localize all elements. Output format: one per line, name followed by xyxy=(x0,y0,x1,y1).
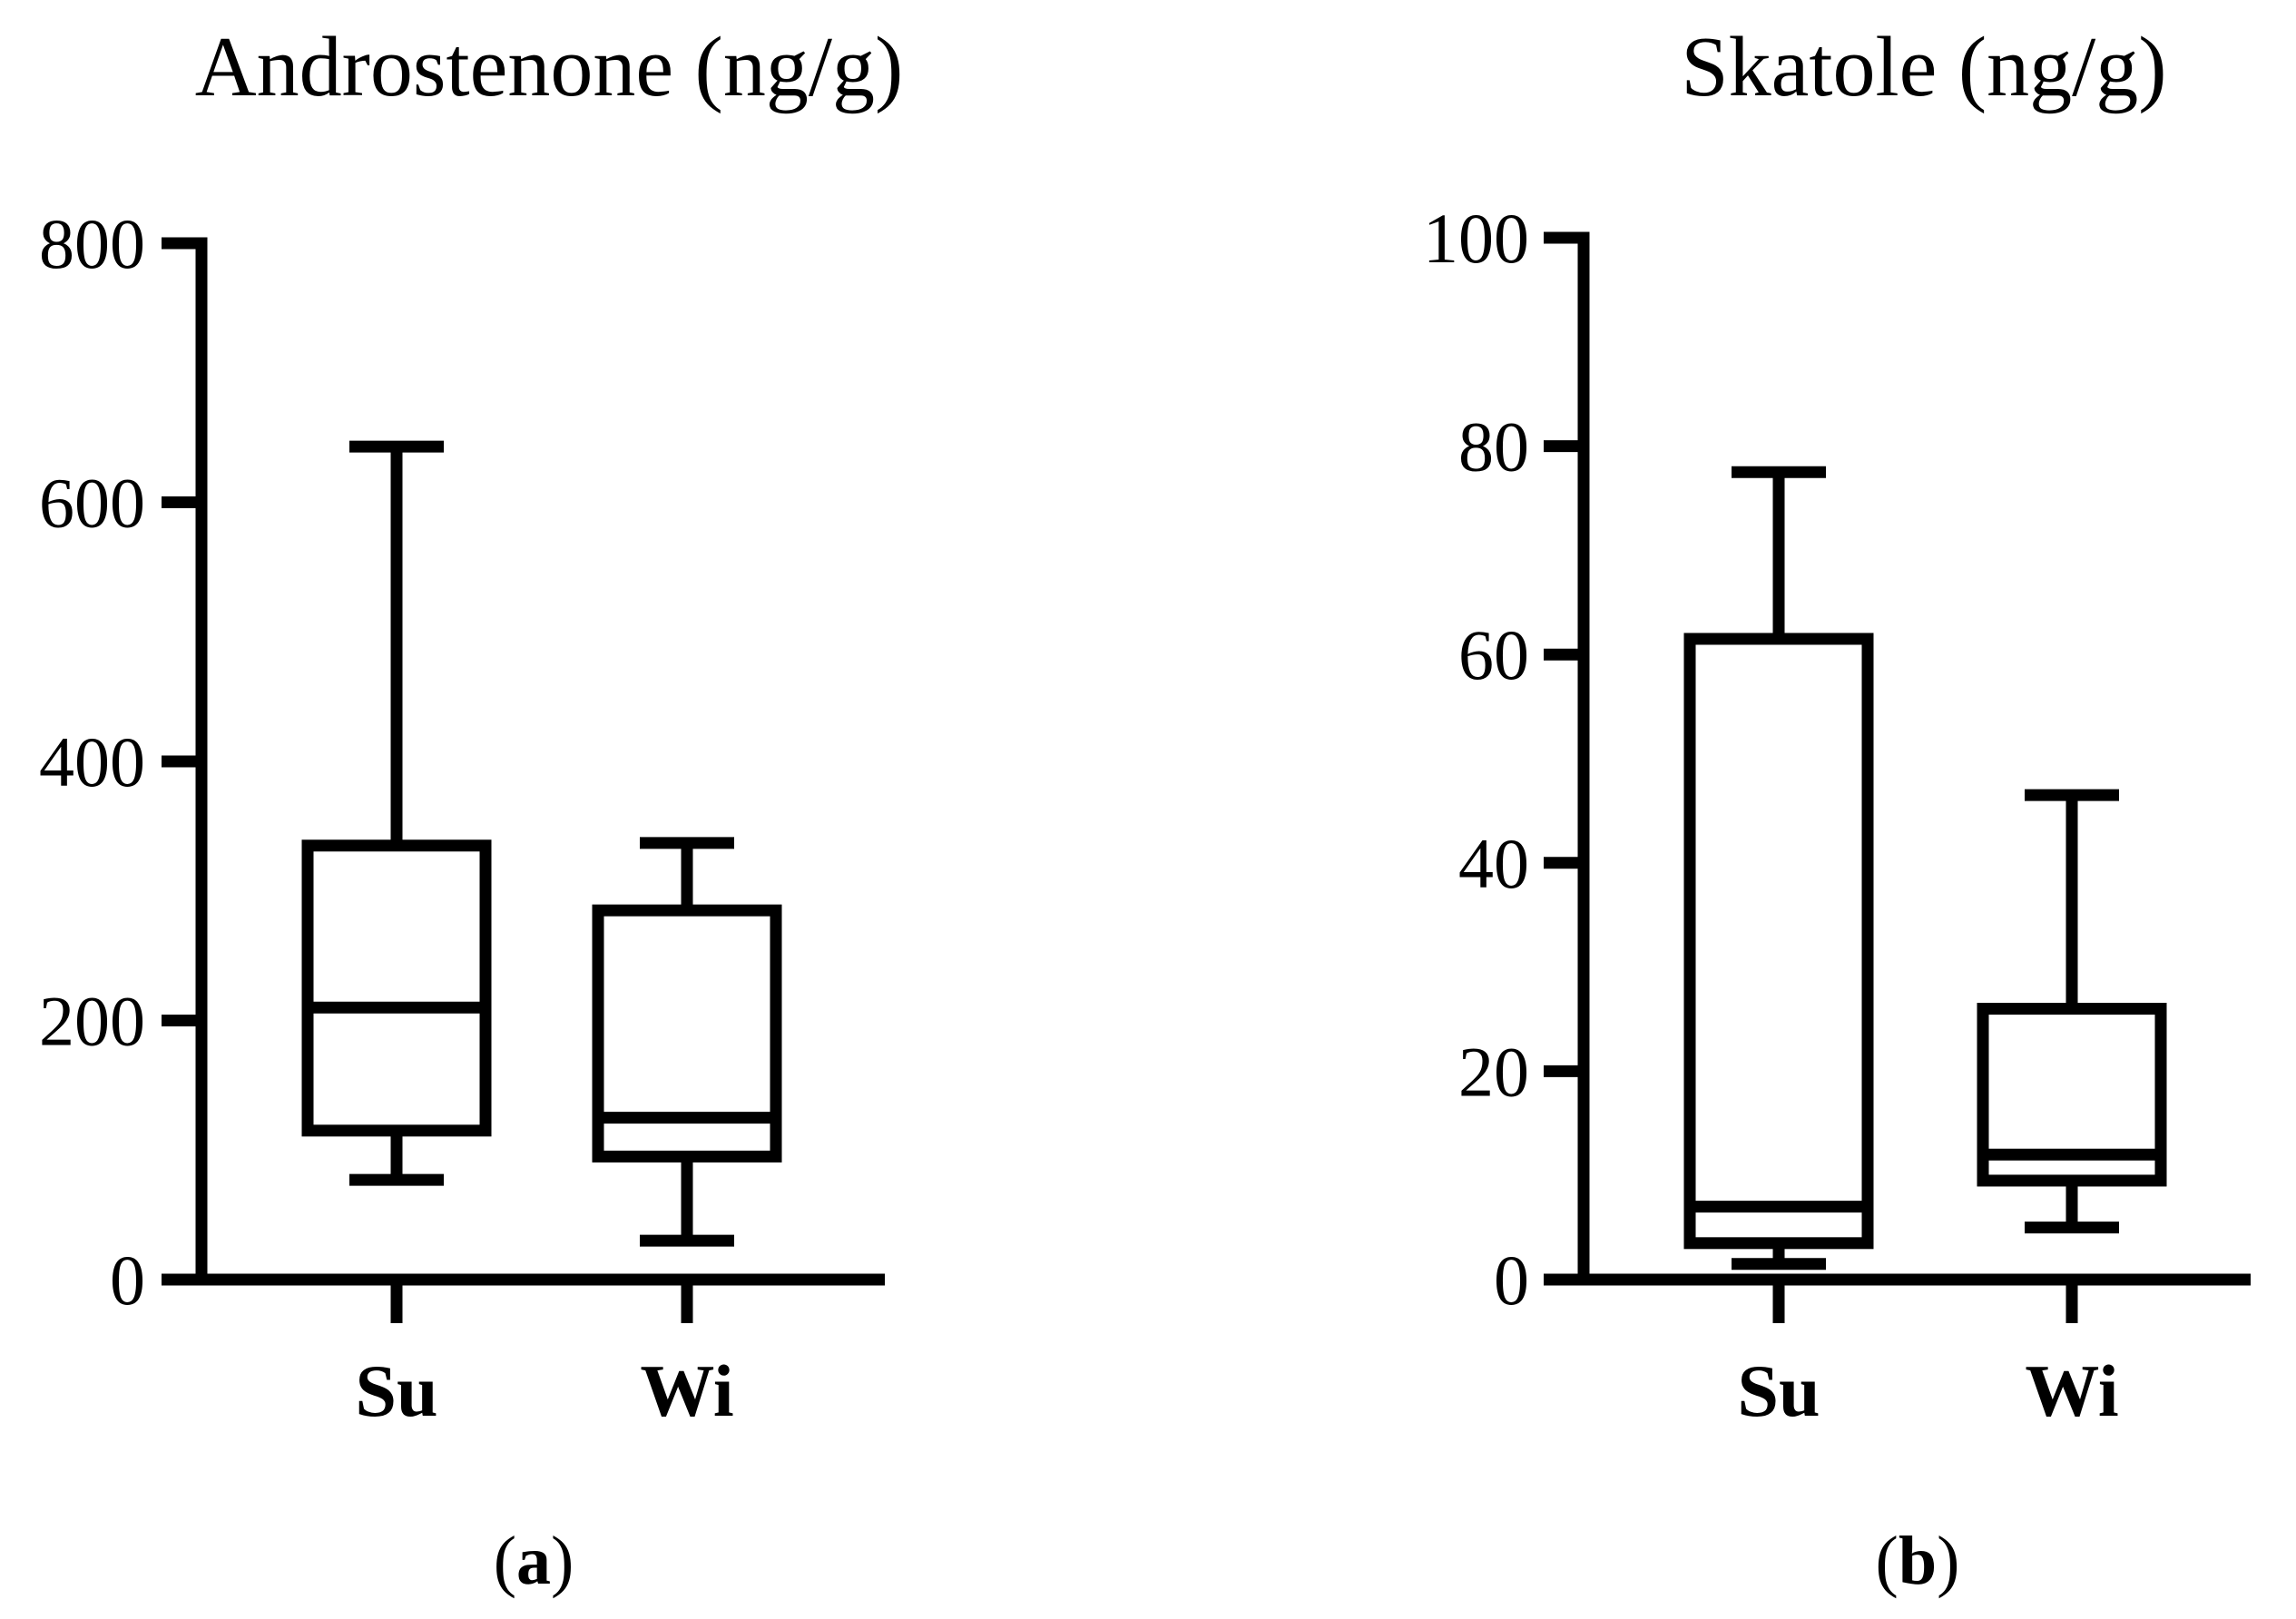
box-su xyxy=(301,440,492,1186)
x-category-label: Su xyxy=(355,1349,437,1432)
y-axis-ticks: 0 200 400 600 800 xyxy=(39,204,201,1320)
x-category-label: Su xyxy=(1737,1349,1820,1432)
box-iqr xyxy=(1683,633,1874,1250)
x-axis-category-labels: Su Wi xyxy=(355,1280,734,1432)
y-tick-label: 20 xyxy=(1458,1032,1529,1111)
y-tick-label: 60 xyxy=(1458,615,1529,694)
x-category-label: Wi xyxy=(640,1349,733,1432)
box-plots xyxy=(1683,466,2167,1271)
chart-panel-skatole: Skatole (ng/g) 0 20 40 60 80 100 Su Wi (b) xyxy=(1423,20,2251,1599)
panel-label: (b) xyxy=(1876,1523,1960,1599)
y-tick-label: 100 xyxy=(1423,199,1529,278)
y-tick-label: 200 xyxy=(39,982,145,1061)
y-axis-ticks: 0 20 40 60 80 100 xyxy=(1423,199,1584,1320)
box-wi xyxy=(592,837,782,1247)
y-tick-label: 0 xyxy=(110,1241,145,1320)
y-tick-label: 800 xyxy=(39,204,145,283)
axes xyxy=(162,237,885,1286)
chart-title: Androstenone (ng/g) xyxy=(195,20,904,114)
box-wi xyxy=(1977,789,2167,1234)
panel-label: (a) xyxy=(494,1523,574,1599)
box-su xyxy=(1683,466,1874,1271)
y-tick-label: 80 xyxy=(1458,407,1529,486)
box-iqr xyxy=(301,839,492,1137)
chart-title: Skatole (ng/g) xyxy=(1681,20,2166,114)
y-tick-label: 40 xyxy=(1458,824,1529,903)
x-axis-category-labels: Su Wi xyxy=(1737,1280,2119,1432)
box-plots xyxy=(301,440,782,1247)
chart-panel-androstenone: Androstenone (ng/g) 0 200 400 600 800 Su Wi (… xyxy=(39,20,903,1599)
axes xyxy=(1544,231,2251,1286)
y-tick-label: 600 xyxy=(39,464,145,543)
y-tick-label: 400 xyxy=(39,722,145,801)
y-tick-label: 0 xyxy=(1494,1241,1529,1320)
x-category-label: Wi xyxy=(2025,1349,2118,1432)
